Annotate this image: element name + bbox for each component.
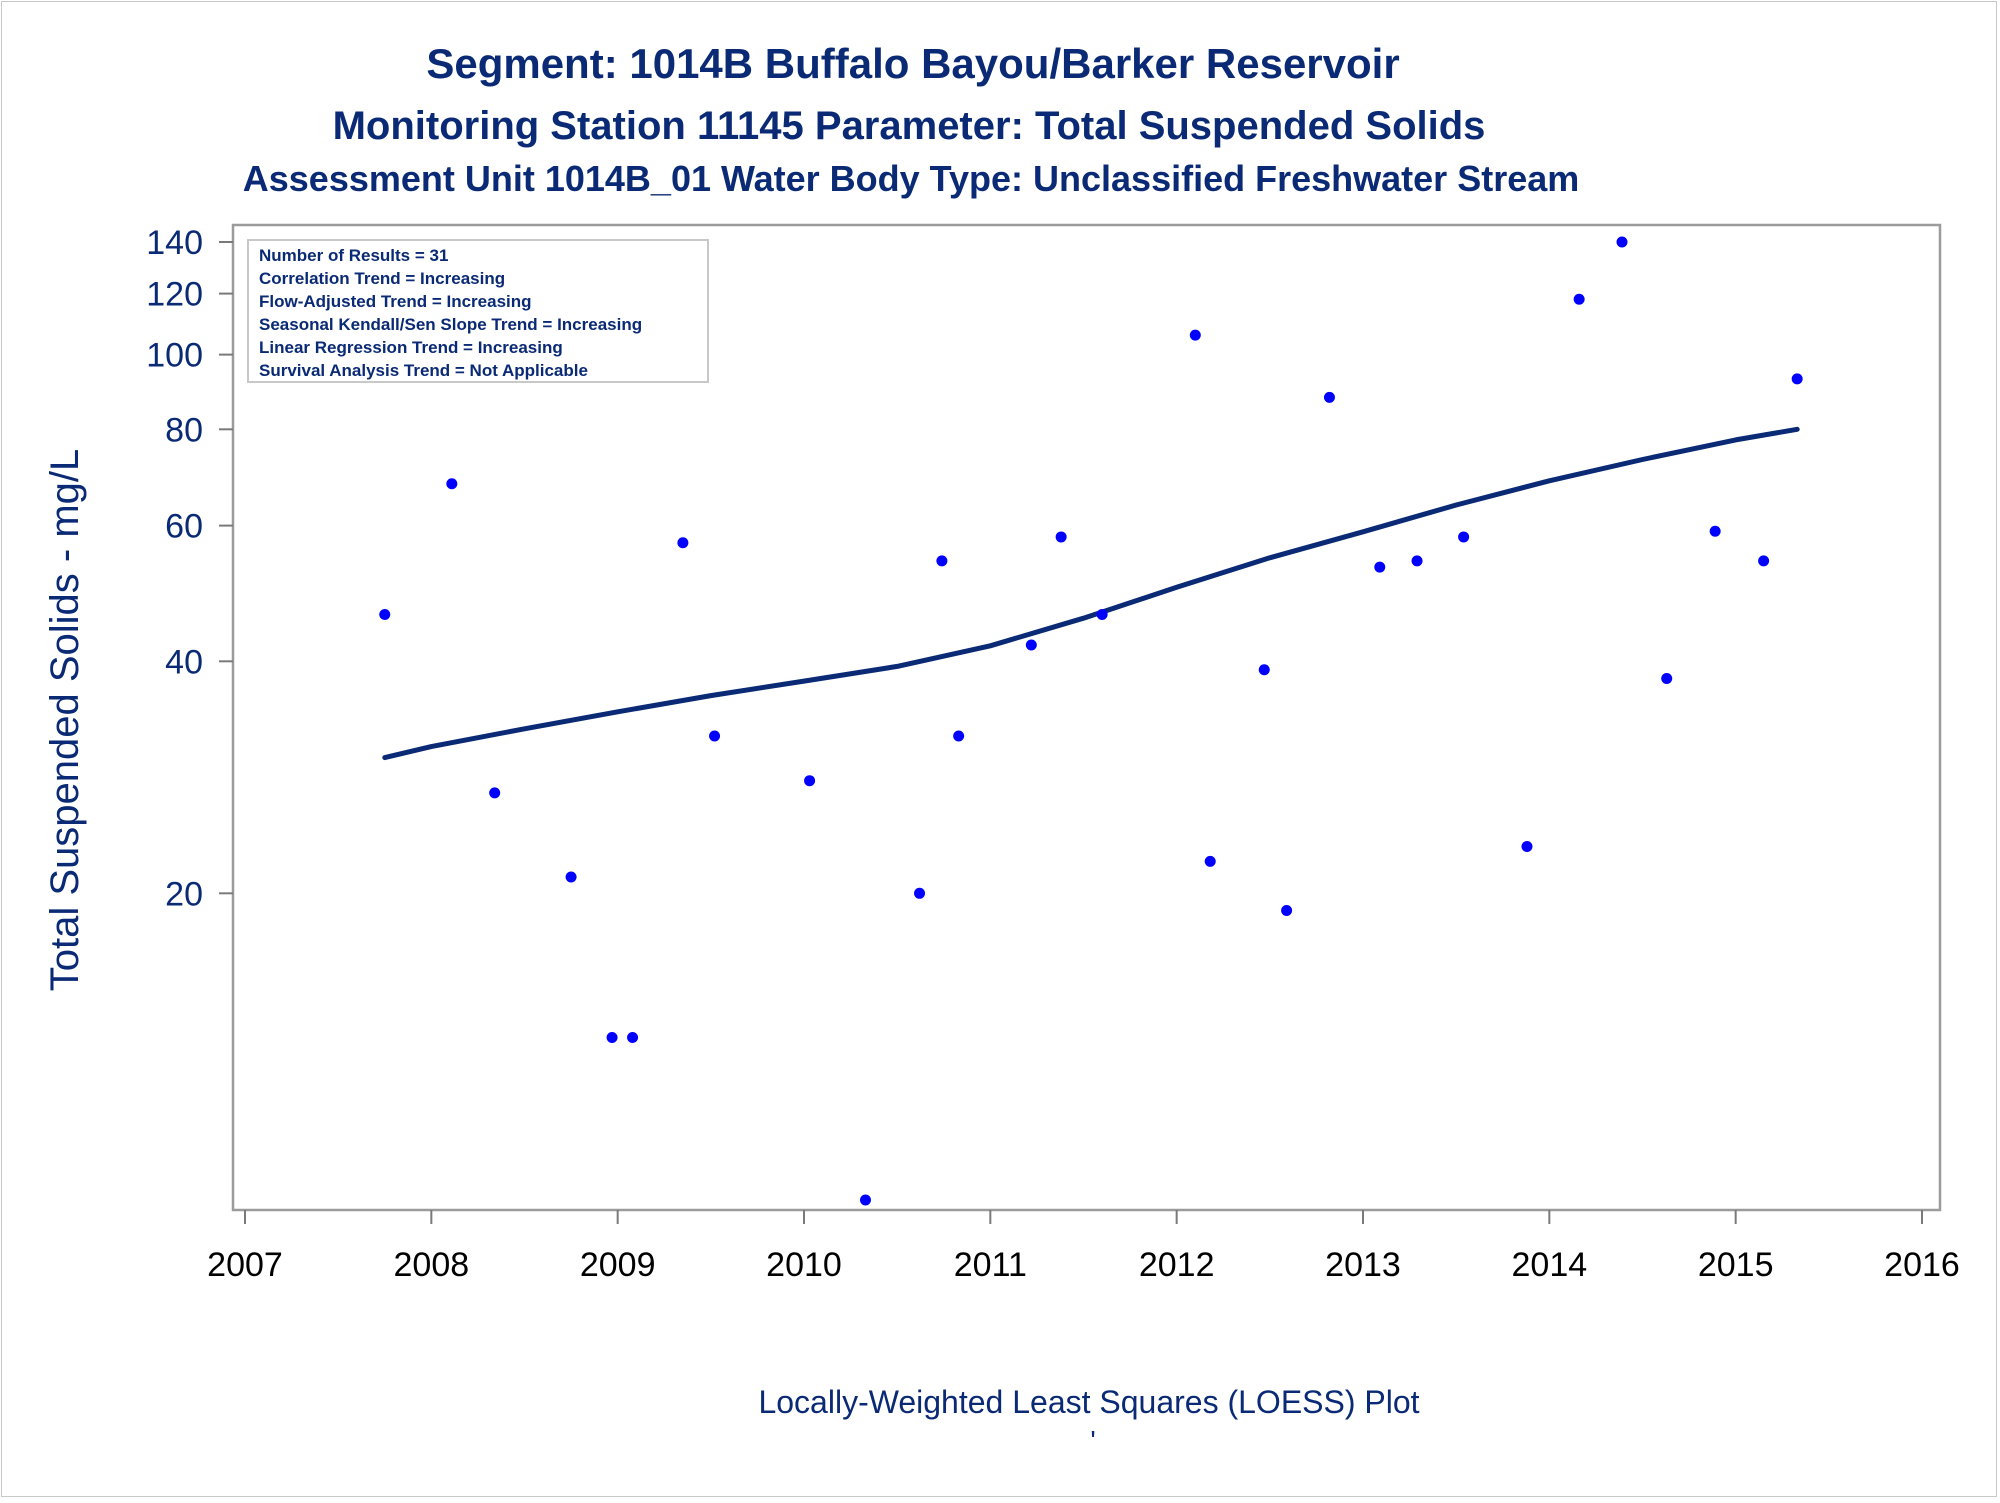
loess-line-layer xyxy=(382,426,1800,761)
x-tick-label: 2015 xyxy=(1698,1246,1774,1284)
data-point xyxy=(1758,555,1770,567)
data-point xyxy=(1661,672,1673,684)
data-point xyxy=(1521,841,1533,853)
data-point xyxy=(953,730,965,742)
y-tick-label: 140 xyxy=(146,224,203,262)
data-points-layer xyxy=(379,236,1803,1206)
data-point xyxy=(1189,329,1201,341)
info-line: Linear Regression Trend = Increasing xyxy=(259,338,563,357)
x-tick-label: 2014 xyxy=(1512,1246,1588,1284)
y-axis-label: Total Suspended Solids - mg/L xyxy=(43,449,87,992)
info-line: Number of Results = 31 xyxy=(259,246,448,265)
chart-subtitle-2: Assessment Unit 1014B_01 Water Body Type… xyxy=(243,158,1580,199)
info-box: Number of Results = 31 Correlation Trend… xyxy=(247,239,709,383)
data-point xyxy=(1096,609,1108,621)
data-point xyxy=(1616,236,1628,248)
data-point xyxy=(379,609,391,621)
data-point xyxy=(677,537,689,549)
data-point xyxy=(859,1194,871,1206)
x-tick-label: 2008 xyxy=(394,1246,470,1284)
data-point xyxy=(1791,373,1803,385)
x-tick-label: 2010 xyxy=(766,1246,842,1284)
chart-footnote: Locally-Weighted Least Squares (LOESS) P… xyxy=(758,1384,1419,1420)
x-tick-label: 2007 xyxy=(207,1246,283,1284)
data-point xyxy=(1458,531,1470,543)
x-tick-label: 2011 xyxy=(954,1246,1027,1284)
y-tick-label: 80 xyxy=(165,411,203,449)
chart-subtitle: Monitoring Station 11145 Parameter: Tota… xyxy=(333,104,1486,148)
y-tick-label: 60 xyxy=(165,508,203,546)
x-axis: 2007 2008 2009 2010 2011 2012 2013 2014 2015 2016 xyxy=(207,1210,1960,1284)
data-point xyxy=(1323,391,1335,403)
info-line: Seasonal Kendall/Sen Slope Trend = Incre… xyxy=(259,315,642,334)
info-box-border xyxy=(247,239,709,383)
data-point xyxy=(1374,561,1386,573)
data-point xyxy=(489,787,501,799)
data-point xyxy=(914,887,926,899)
y-tick-label: 100 xyxy=(146,337,203,375)
data-point xyxy=(565,871,577,883)
y-tick-label: 20 xyxy=(165,875,203,913)
data-point xyxy=(936,555,948,567)
x-tick-label: 2016 xyxy=(1884,1246,1960,1284)
data-point xyxy=(627,1031,639,1043)
x-tick-label: 2012 xyxy=(1139,1246,1215,1284)
data-point xyxy=(1411,555,1423,567)
info-line: Flow-Adjusted Trend = Increasing xyxy=(259,292,532,311)
data-point xyxy=(1258,664,1270,676)
data-point xyxy=(606,1031,618,1043)
footnote-mark: ' xyxy=(1090,1425,1095,1456)
data-point xyxy=(1025,639,1037,651)
info-line: Survival Analysis Trend = Not Applicable xyxy=(259,361,588,380)
data-point xyxy=(804,775,816,787)
x-tick-label: 2009 xyxy=(580,1246,656,1284)
x-tick-label: 2013 xyxy=(1325,1246,1401,1284)
data-point xyxy=(1573,293,1585,305)
y-tick-label: 40 xyxy=(165,643,203,681)
y-axis: 20 40 60 80 100 120 140 xyxy=(146,224,233,913)
chart-title: Segment: 1014B Buffalo Bayou/Barker Rese… xyxy=(426,40,1399,87)
data-point xyxy=(1204,855,1216,867)
data-point xyxy=(1281,904,1293,916)
info-line: Correlation Trend = Increasing xyxy=(259,269,505,288)
data-point xyxy=(446,478,458,490)
data-point xyxy=(709,730,721,742)
y-tick-label: 120 xyxy=(146,276,203,314)
plot-area xyxy=(231,223,1942,1212)
data-point xyxy=(1055,531,1067,543)
loess-trend-line xyxy=(382,426,1800,761)
data-point xyxy=(1709,525,1721,537)
